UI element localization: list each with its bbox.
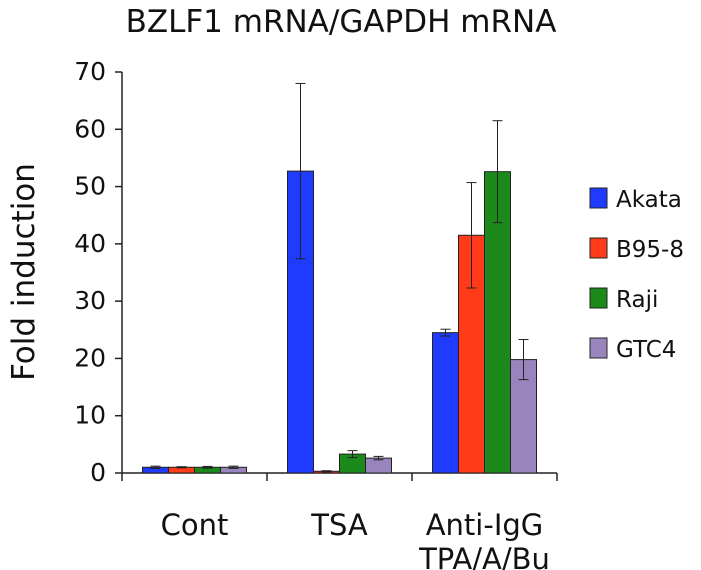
y-tick-label: 50 bbox=[74, 172, 106, 201]
x-category-label: Cont bbox=[161, 508, 229, 542]
legend-label: Raji bbox=[616, 287, 658, 313]
bar-akata bbox=[432, 332, 459, 474]
x-category-label: TSA bbox=[310, 508, 368, 542]
bar-gtc4 bbox=[365, 457, 392, 474]
y-tick-label: 70 bbox=[74, 57, 106, 86]
legend-label: Akata bbox=[616, 187, 682, 213]
y-tick-label: 20 bbox=[74, 343, 106, 372]
y-tick-label: 60 bbox=[74, 114, 106, 143]
y-tick-label: 10 bbox=[74, 401, 106, 430]
legend-swatch bbox=[589, 237, 608, 259]
legend-label: B95-8 bbox=[616, 237, 684, 263]
chart-title: BZLF1 mRNA/GAPDH mRNA bbox=[126, 4, 557, 40]
legend-swatch bbox=[589, 187, 608, 209]
legend: Akata B95-8 Raji GTC4 bbox=[589, 187, 684, 363]
legend-label: GTC4 bbox=[616, 337, 676, 363]
y-tick-label: 0 bbox=[90, 458, 106, 487]
y-tick-label: 30 bbox=[74, 286, 106, 315]
x-category-label: TPA/A/Bu bbox=[418, 542, 550, 570]
x-category-label: Anti-IgG bbox=[426, 508, 544, 542]
y-tick-label: 40 bbox=[74, 229, 106, 258]
y-axis-label: Fold induction bbox=[6, 163, 42, 381]
legend-swatch bbox=[589, 287, 608, 309]
legend-swatch bbox=[589, 337, 608, 359]
